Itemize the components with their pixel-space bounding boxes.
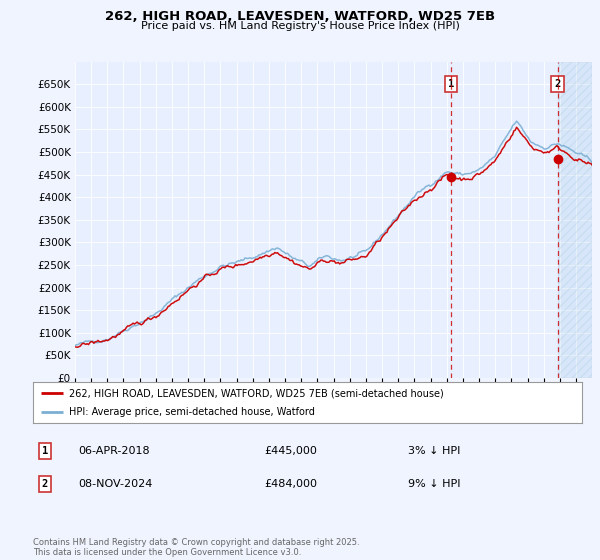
Text: 262, HIGH ROAD, LEAVESDEN, WATFORD, WD25 7EB (semi-detached house): 262, HIGH ROAD, LEAVESDEN, WATFORD, WD25…: [68, 389, 443, 398]
Text: £484,000: £484,000: [264, 479, 317, 489]
Text: 2: 2: [554, 79, 561, 89]
Text: Price paid vs. HM Land Registry's House Price Index (HPI): Price paid vs. HM Land Registry's House …: [140, 21, 460, 31]
Text: 1: 1: [448, 79, 454, 89]
Text: £445,000: £445,000: [264, 446, 317, 456]
Text: 2: 2: [42, 479, 48, 489]
Text: 08-NOV-2024: 08-NOV-2024: [78, 479, 152, 489]
Text: HPI: Average price, semi-detached house, Watford: HPI: Average price, semi-detached house,…: [68, 407, 314, 417]
Text: 06-APR-2018: 06-APR-2018: [78, 446, 149, 456]
Text: 9% ↓ HPI: 9% ↓ HPI: [408, 479, 461, 489]
Text: Contains HM Land Registry data © Crown copyright and database right 2025.
This d: Contains HM Land Registry data © Crown c…: [33, 538, 359, 557]
Text: 3% ↓ HPI: 3% ↓ HPI: [408, 446, 460, 456]
Bar: [557, 62, 592, 378]
Text: 262, HIGH ROAD, LEAVESDEN, WATFORD, WD25 7EB: 262, HIGH ROAD, LEAVESDEN, WATFORD, WD25…: [105, 10, 495, 23]
Text: 1: 1: [42, 446, 48, 456]
